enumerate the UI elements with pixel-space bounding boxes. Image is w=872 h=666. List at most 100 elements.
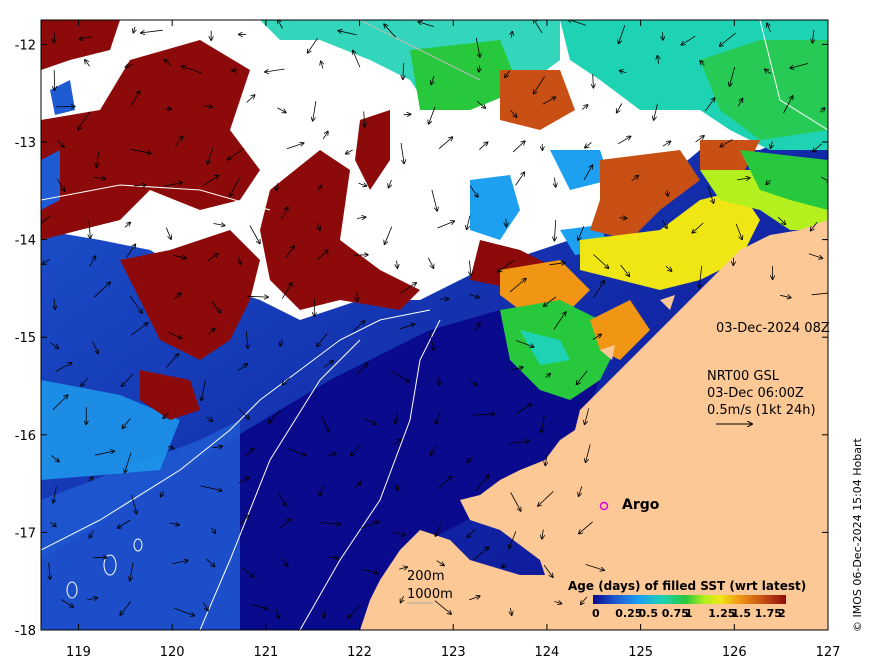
current-arrow-icon bbox=[393, 531, 405, 535]
lat-tick-label: -12 bbox=[15, 38, 36, 53]
model-time: 03-Dec 06:00Z bbox=[707, 386, 804, 401]
current-arrow-icon bbox=[385, 226, 393, 244]
current-arrow-icon bbox=[163, 412, 169, 419]
latitude-axis: -12 -13 -14 -15 -16 -17 -18 bbox=[15, 38, 828, 639]
current-arrow-icon bbox=[429, 106, 436, 124]
model-info: NRT00 GSL 03-Dec 06:00Z 0.5m/s (1kt 24h) bbox=[707, 368, 816, 419]
current-arrow-icon bbox=[130, 91, 140, 107]
current-arrow-icon bbox=[93, 282, 110, 298]
current-arrow-icon bbox=[96, 150, 99, 167]
legend-tick-label: 0.5 bbox=[638, 607, 659, 620]
map-frame bbox=[40, 19, 829, 631]
current-arrow-icon bbox=[592, 334, 602, 340]
current-arrow-icon bbox=[467, 215, 471, 230]
current-arrow-icon bbox=[400, 142, 404, 164]
lon-tick-label: 123 bbox=[441, 645, 466, 660]
current-arrow-icon bbox=[86, 598, 98, 600]
current-arrow-icon bbox=[585, 142, 592, 147]
lon-tick-label: 124 bbox=[535, 645, 560, 660]
current-arrow-icon bbox=[585, 408, 590, 424]
current-arrow-icon bbox=[516, 404, 531, 414]
current-arrow-icon bbox=[182, 66, 203, 74]
current-arrow-icon bbox=[479, 142, 487, 150]
lon-tick-label: 126 bbox=[722, 645, 747, 660]
current-arrow-icon bbox=[476, 100, 485, 108]
current-arrow-icon bbox=[766, 179, 770, 184]
current-arrow-icon bbox=[737, 178, 750, 180]
current-arrow-icon bbox=[393, 439, 401, 446]
current-arrow-icon bbox=[230, 176, 241, 196]
current-arrow-icon bbox=[720, 139, 733, 147]
current-arrow-icon bbox=[54, 32, 55, 43]
current-arrow-icon bbox=[554, 602, 562, 604]
current-arrow-icon bbox=[206, 558, 215, 566]
current-arrow-icon bbox=[242, 568, 253, 577]
lon-tick-label: 127 bbox=[816, 645, 841, 660]
current-arrow-icon bbox=[357, 292, 358, 302]
current-arrow-icon bbox=[85, 60, 91, 67]
legend-tick-label: 1.5 bbox=[731, 607, 752, 620]
current-arrow-icon bbox=[400, 283, 416, 294]
current-arrow-icon bbox=[391, 370, 410, 382]
current-arrow-icon bbox=[206, 416, 212, 421]
current-arrow-icon bbox=[811, 293, 828, 295]
current-arrow-icon bbox=[549, 263, 565, 265]
current-arrow-icon bbox=[131, 323, 147, 336]
current-arrow-icon bbox=[435, 524, 442, 537]
current-arrow-icon bbox=[211, 301, 221, 312]
lat-tick-label: -15 bbox=[15, 331, 36, 346]
current-arrow-icon bbox=[282, 377, 290, 384]
current-arrow-icon bbox=[403, 63, 404, 79]
current-arrow-icon bbox=[201, 379, 206, 400]
current-arrow-icon bbox=[246, 296, 268, 297]
current-arrow-icon bbox=[581, 105, 587, 110]
current-arrow-icon bbox=[360, 522, 379, 529]
current-arrow-icon bbox=[542, 529, 543, 538]
current-arrow-icon bbox=[280, 338, 282, 346]
current-arrow-icon bbox=[502, 564, 508, 567]
current-arrow-icon bbox=[534, 20, 543, 34]
current-arrow-icon bbox=[280, 519, 291, 529]
current-arrow-icon bbox=[49, 562, 50, 579]
current-arrow-icon bbox=[767, 23, 771, 32]
current-arrow-icon bbox=[285, 246, 294, 258]
current-arrow-icon bbox=[469, 260, 471, 276]
current-arrow-icon bbox=[200, 485, 222, 491]
current-arrow-icon bbox=[49, 521, 56, 526]
current-arrow-icon bbox=[95, 451, 114, 456]
current-arrow-icon bbox=[436, 560, 444, 566]
current-arrow-icon bbox=[720, 32, 736, 46]
current-arrow-icon bbox=[120, 600, 132, 615]
current-arrow-icon bbox=[479, 65, 480, 72]
current-arrow-icon bbox=[662, 141, 670, 147]
current-arrow-icon bbox=[431, 189, 437, 211]
current-arrow-icon bbox=[327, 454, 337, 456]
lat-tick-label: -16 bbox=[15, 429, 36, 444]
current-arrow-icon bbox=[89, 530, 94, 538]
legend-tick-label: 1.75 bbox=[754, 607, 782, 620]
current-arrow-icon bbox=[269, 410, 281, 422]
current-arrow-icon bbox=[308, 38, 318, 53]
lon-tick-label: 120 bbox=[160, 645, 185, 660]
current-arrow-icon bbox=[542, 97, 555, 105]
current-arrow-icon bbox=[427, 257, 433, 268]
current-arrow-icon bbox=[175, 136, 182, 147]
current-arrow-icon bbox=[245, 448, 254, 457]
current-arrow-icon bbox=[511, 32, 512, 38]
current-arrow-icon bbox=[246, 95, 255, 103]
model-name: NRT00 GSL bbox=[707, 369, 779, 384]
current-arrow-icon bbox=[124, 222, 130, 228]
lon-tick-label: 119 bbox=[66, 645, 91, 660]
current-arrow-icon bbox=[164, 183, 182, 187]
current-arrow-icon bbox=[228, 148, 245, 159]
current-arrow-icon bbox=[164, 60, 172, 66]
current-arrow-icon bbox=[41, 215, 51, 224]
current-arrow-icon bbox=[52, 395, 68, 411]
current-arrow-icon bbox=[321, 61, 323, 69]
current-arrow-icon bbox=[238, 408, 249, 419]
current-arrow-icon bbox=[508, 441, 529, 443]
current-arrow-icon bbox=[320, 484, 324, 496]
current-arrow-icon bbox=[356, 363, 368, 375]
current-arrow-icon bbox=[399, 567, 407, 569]
current-arrow-icon bbox=[619, 24, 626, 43]
